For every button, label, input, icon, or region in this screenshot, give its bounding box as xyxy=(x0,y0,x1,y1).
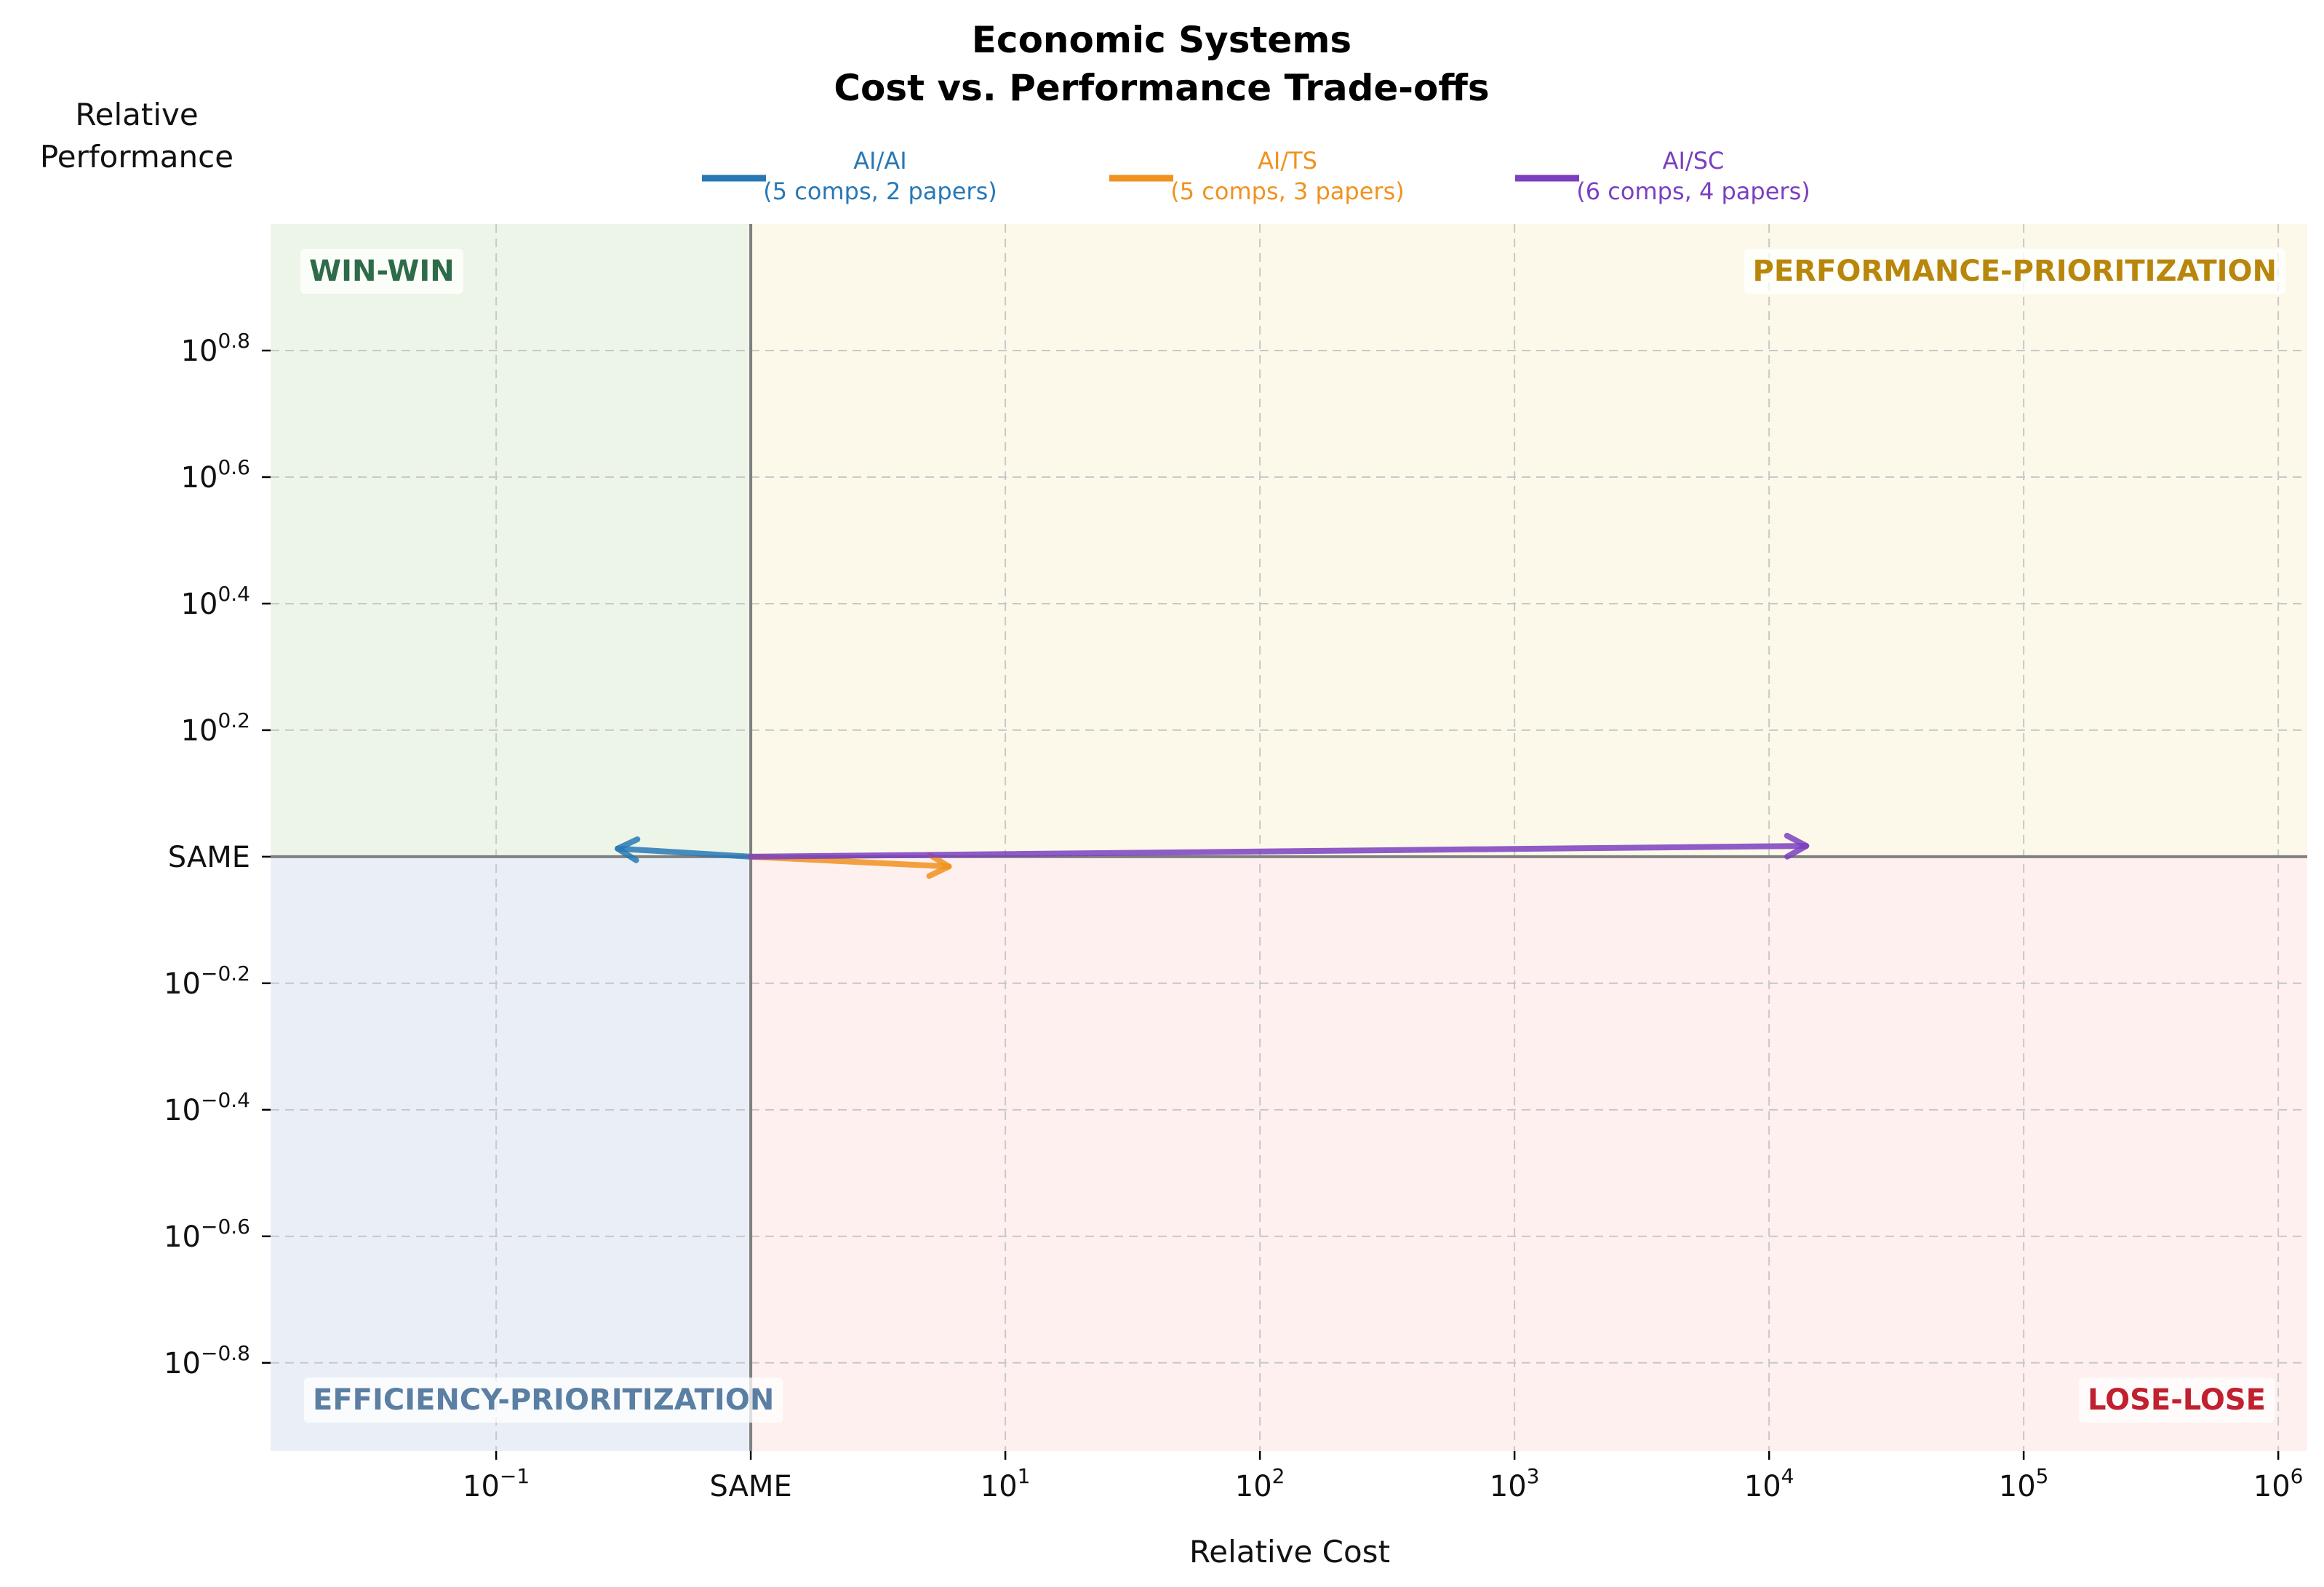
legend-detail: (6 comps, 4 papers) xyxy=(1576,177,1810,205)
y-tick-label: 100.2 xyxy=(181,708,250,748)
y-tick-label: 100.8 xyxy=(181,329,250,368)
y-tick-label: 100.6 xyxy=(181,455,250,495)
y-tick-label: 10−0.8 xyxy=(164,1341,250,1380)
x-tick-label: 105 xyxy=(1999,1464,2049,1503)
series-arrows xyxy=(615,832,1810,879)
y-tick-label: 10−0.4 xyxy=(164,1088,250,1127)
x-tick-label: SAME xyxy=(709,1470,791,1503)
x-axis-title: Relative Cost xyxy=(1189,1534,1390,1570)
x-tick-label: 104 xyxy=(1744,1464,1794,1503)
quadrant-backgrounds xyxy=(271,224,2307,1451)
quadrant-label-bottom-left: EFFICIENCY-PRIORITIZATION xyxy=(313,1383,774,1417)
quadrant-top-right xyxy=(751,224,2307,857)
y-axis-title-line2: Performance xyxy=(40,139,233,175)
x-tick-label: 101 xyxy=(981,1464,1031,1503)
series-arrow-ai-ai xyxy=(615,845,754,860)
legend-label: AI/TS xyxy=(1258,147,1317,175)
quadrant-bottom-right xyxy=(751,856,2307,1451)
quadrant-label-top-left: WIN-WIN xyxy=(309,255,455,288)
chart-title: Economic Systems xyxy=(972,19,1351,61)
legend-detail: (5 comps, 2 papers) xyxy=(763,177,997,205)
legend-detail: (5 comps, 3 papers) xyxy=(1170,177,1404,205)
y-axis-title-line1: Relative xyxy=(75,97,198,132)
quadrant-label-bottom-right: LOSE-LOSE xyxy=(2088,1383,2266,1417)
y-tick-label: SAME xyxy=(168,841,250,874)
series-arrow-ai-sc xyxy=(748,843,1810,860)
quadrant-label-bg xyxy=(304,1378,783,1423)
x-tick-label: 103 xyxy=(1490,1464,1540,1503)
quadrant-labels: WIN-WIN PERFORMANCE-PRIORITIZATION EFFICIE… xyxy=(300,249,2285,1423)
chart-subtitle: Cost vs. Performance Trade-offs xyxy=(834,67,1489,109)
reference-lines xyxy=(271,224,2307,1451)
legend: AI/AI(5 comps, 2 papers) AI/TS(5 comps, 3… xyxy=(702,147,1810,205)
quadrant-label-bg xyxy=(2079,1378,2275,1423)
x-tick-label: 102 xyxy=(1235,1464,1285,1503)
x-tick-label: 106 xyxy=(2253,1464,2304,1503)
y-tick-label: 10−0.2 xyxy=(164,962,250,1001)
legend-label: AI/AI xyxy=(853,147,906,175)
quadrant-label-bg xyxy=(1744,249,2285,294)
y-axis-ticks: 100.8 100.6 100.4 100.2 SAME 10−0.2 10−0.4 10−0… xyxy=(164,329,271,1380)
quadrant-label-top-right: PERFORMANCE-PRIORITIZATION xyxy=(1753,255,2277,288)
series-arrowhead xyxy=(615,836,641,863)
x-axis-ticks: 10−1 SAME 101 102 103 104 105 106 xyxy=(463,1451,2303,1503)
y-tick-label: 10−0.6 xyxy=(164,1215,250,1254)
quadrant-label-bg xyxy=(300,249,463,294)
quadrant-top-left xyxy=(271,224,751,857)
legend-label: AI/SC xyxy=(1663,147,1725,175)
x-tick-label: 10−1 xyxy=(463,1464,530,1503)
y-tick-label: 100.4 xyxy=(181,582,250,621)
series-arrowhead xyxy=(1784,832,1810,860)
quadrant-bottom-left xyxy=(271,856,751,1451)
series-arrowhead xyxy=(926,852,952,879)
